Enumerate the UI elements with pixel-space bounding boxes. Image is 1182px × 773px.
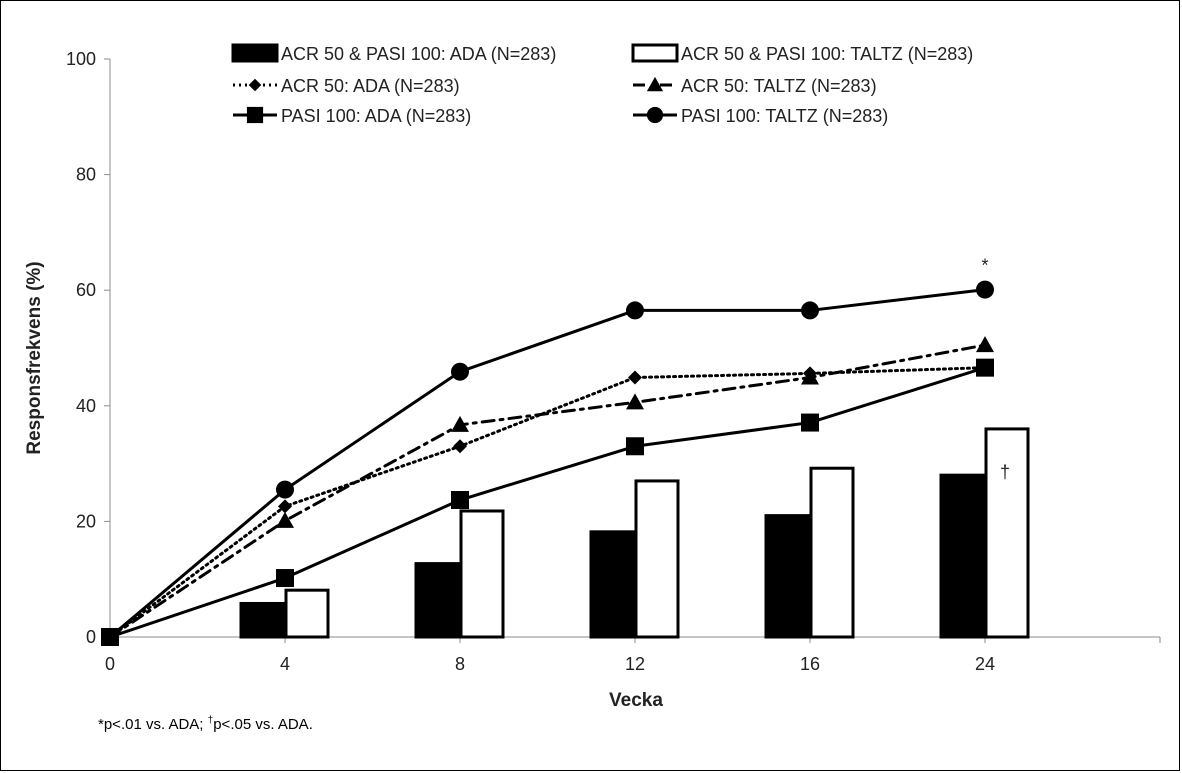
- legend-marker-circle: [646, 106, 664, 124]
- point-square: [451, 491, 469, 510]
- legend-label: PASI 100: TALTZ (N=283): [681, 106, 888, 126]
- point-diamond: [453, 439, 467, 454]
- y-tick-label: 40: [76, 396, 96, 416]
- footnote: *p<.01 vs. ADA; †p<.05 vs. ADA.: [98, 715, 313, 733]
- legend-label: ACR 50: ADA (N=283): [281, 76, 460, 96]
- point-square: [801, 413, 819, 432]
- legend-label: ACR 50 & PASI 100: TALTZ (N=283): [681, 44, 973, 64]
- point-circle: [801, 301, 819, 320]
- point-square: [276, 569, 294, 588]
- legend: ACR 50 & PASI 100: ADA (N=283) ACR 50 & P…: [231, 43, 973, 126]
- y-axis-title: Responsfrekvens (%): [24, 261, 45, 454]
- legend-label: ACR 50 & PASI 100: ADA (N=283): [281, 44, 556, 64]
- series-line-square: [108, 366, 987, 639]
- series-line-diamond: [108, 366, 987, 639]
- legend-marker-square: [246, 106, 264, 124]
- bar-taltz: [809, 466, 855, 639]
- point-diamond: [278, 499, 292, 514]
- bar-ada: [764, 514, 810, 639]
- legend-label: PASI 100: ADA (N=283): [281, 106, 471, 126]
- y-tick-label: 60: [76, 280, 96, 300]
- y-tick-label: 100: [66, 49, 96, 69]
- bar-ada: [589, 530, 635, 639]
- point-circle: [276, 480, 294, 499]
- bars: [239, 427, 1030, 639]
- bar-taltz: [984, 427, 1030, 639]
- point-diamond: [628, 370, 642, 385]
- legend-label: ACR 50: TALTZ (N=283): [681, 76, 877, 96]
- annotation-0: *: [981, 256, 988, 276]
- point-circle: [101, 628, 119, 646]
- annotation-1: †: [1000, 462, 1010, 482]
- x-tick-label: 8: [455, 654, 465, 674]
- bar-taltz: [459, 509, 505, 639]
- y-tick-label: 20: [76, 511, 96, 531]
- point-circle: [976, 280, 994, 299]
- y-tick-label: 80: [76, 165, 96, 185]
- x-tick-label: 16: [800, 654, 820, 674]
- legend-marker-diamond: [248, 78, 262, 92]
- point-triangle: [276, 511, 294, 528]
- point-circle: [451, 362, 469, 381]
- series-line-triangle: [108, 343, 987, 639]
- bar-ada: [939, 473, 985, 639]
- footnote-part1: *p<.01 vs. ADA;: [98, 716, 208, 733]
- bar-ada: [414, 562, 460, 639]
- x-tick-label: 24: [975, 654, 995, 674]
- bar-ada: [239, 601, 285, 639]
- annotations: *†: [981, 256, 1010, 482]
- point-square: [976, 358, 994, 377]
- series-line-circle: [108, 288, 987, 639]
- legend-marker-triangle: [646, 76, 664, 92]
- y-ticks: 0 20 40 60 80 100: [66, 49, 110, 647]
- y-tick-label: 0: [86, 627, 96, 647]
- series-markers: [101, 280, 994, 646]
- x-tick-label: 0: [105, 654, 115, 674]
- x-tick-label: 4: [280, 654, 290, 674]
- x-ticks: 0 4 8 12 16 24: [105, 637, 1161, 674]
- bar-taltz: [634, 479, 680, 639]
- footnote-dagger: †: [208, 715, 214, 726]
- series-lines: [108, 288, 987, 639]
- point-triangle: [626, 393, 644, 410]
- point-square: [626, 437, 644, 456]
- x-axis-title: Vecka: [609, 690, 663, 711]
- point-triangle: [801, 368, 819, 385]
- point-circle: [626, 301, 644, 320]
- legend-swatch-bar: [231, 43, 279, 63]
- footnote-part2: p<.05 vs. ADA.: [213, 716, 313, 733]
- point-triangle: [976, 336, 994, 353]
- bar-taltz: [284, 588, 330, 639]
- point-triangle: [451, 415, 469, 432]
- x-tick-label: 12: [625, 654, 645, 674]
- legend-swatch-bar: [631, 43, 679, 63]
